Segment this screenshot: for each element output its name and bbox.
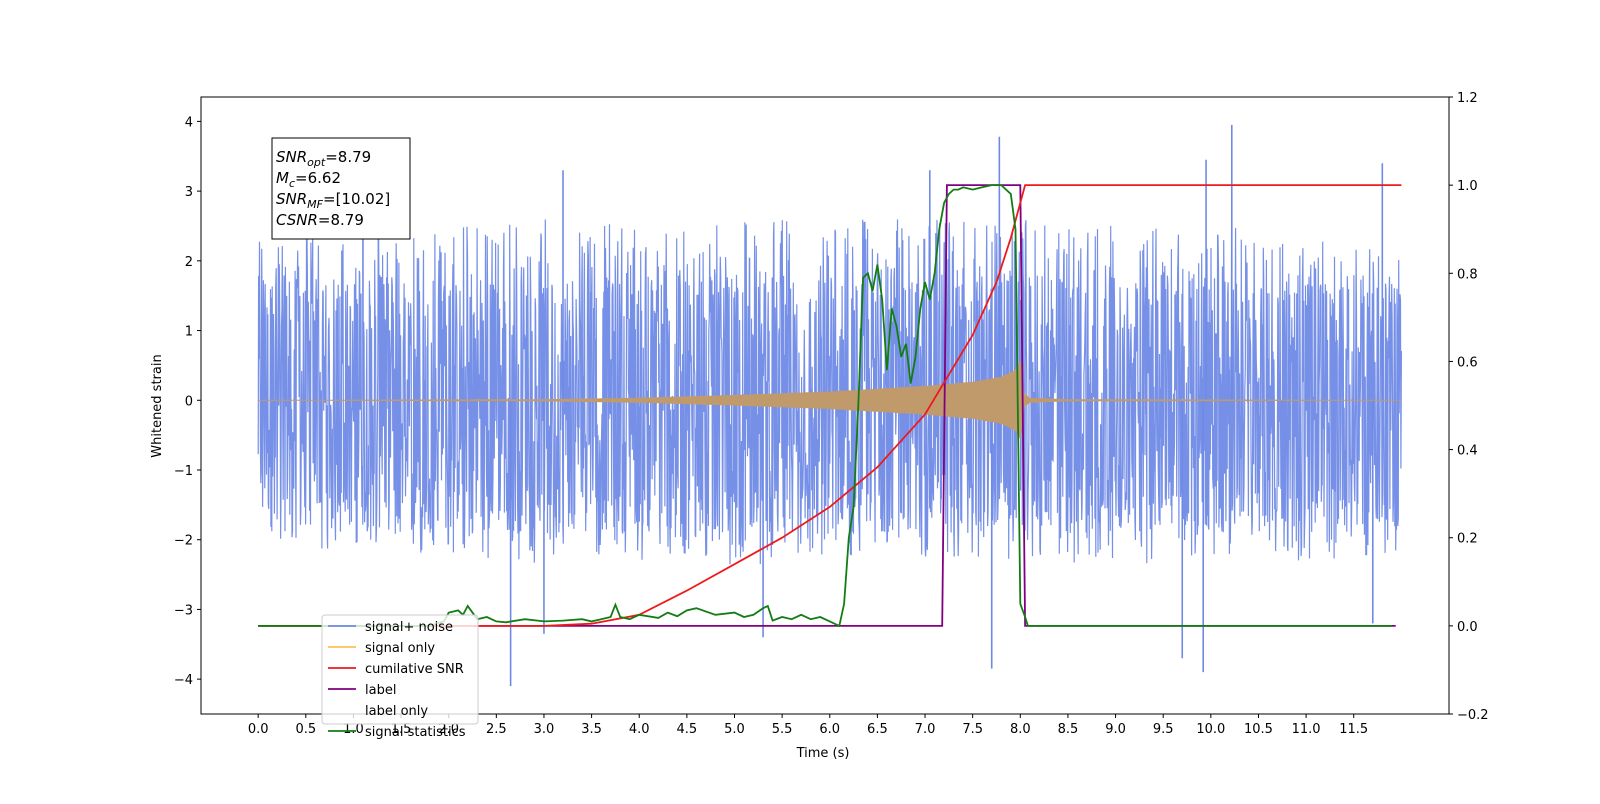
y-tick-label: −2 bbox=[174, 534, 193, 549]
legend-entry: cumilative SNR bbox=[328, 662, 464, 677]
legend-entry: label bbox=[328, 683, 396, 698]
y-axis-label: Whitened strain bbox=[150, 354, 165, 457]
legend: signal+ noise signal only cumilative SNR la… bbox=[321, 614, 479, 740]
y-tick-label: 4 bbox=[185, 115, 193, 130]
x-tick-label: 1.0 bbox=[343, 722, 364, 737]
x-tick-label: 11.0 bbox=[1292, 722, 1321, 737]
x-tick-label: 3.5 bbox=[581, 722, 602, 737]
x-tick-label: 8.5 bbox=[1058, 722, 1079, 737]
stat-line: SNRMF=[10.02] bbox=[276, 190, 390, 211]
x-tick-label: 0.5 bbox=[295, 722, 316, 737]
axes: 0.0 0.5 1.0 1.5 2.0 2.5 3.0 3.5 4.0 4.5 5.0 5.5 6.0 6… bbox=[174, 91, 1489, 737]
legend-label: label only bbox=[365, 704, 428, 719]
legend-label: signal+ noise bbox=[365, 620, 453, 635]
x-tick-label: 10.5 bbox=[1244, 722, 1273, 737]
y2-tick-label: 1.0 bbox=[1457, 179, 1478, 194]
x-tick-label: 3.0 bbox=[534, 722, 555, 737]
x-tick-label: 11.5 bbox=[1339, 722, 1368, 737]
x-tick-label: 7.0 bbox=[915, 722, 936, 737]
legend-entry: label only bbox=[365, 704, 428, 719]
x-tick-label: 0.0 bbox=[248, 722, 269, 737]
legend-label: signal only bbox=[365, 641, 435, 656]
y-tick-label: 0 bbox=[185, 394, 193, 409]
y2-tick-label: 0.0 bbox=[1457, 620, 1478, 635]
stat-line: CSNR=8.79 bbox=[276, 211, 364, 229]
y-tick-label: −4 bbox=[174, 673, 193, 688]
legend-entry: signal statistics bbox=[328, 725, 466, 740]
x-tick-label: 4.0 bbox=[629, 722, 650, 737]
plot-area bbox=[257, 124, 1402, 687]
y-tick-label: 3 bbox=[185, 185, 193, 200]
x-tick-label: 9.0 bbox=[1105, 722, 1126, 737]
stat-line: SNRopt=8.79 bbox=[276, 148, 371, 169]
x-axis-label: Time (s) bbox=[796, 746, 850, 761]
x-tick-label: 2.5 bbox=[486, 722, 507, 737]
legend-entry: signal only bbox=[328, 641, 435, 656]
x-tick-label: 2.0 bbox=[438, 722, 459, 737]
x-tick-label: 9.5 bbox=[1153, 722, 1174, 737]
y-tick-label: −1 bbox=[174, 464, 193, 479]
y2-tick-label: 0.6 bbox=[1457, 355, 1478, 370]
y2-tick-label: −0.2 bbox=[1457, 708, 1489, 723]
legend-frame bbox=[321, 614, 479, 725]
stat-line: Mc=6.62 bbox=[276, 169, 341, 190]
x-tick-label: 4.5 bbox=[677, 722, 698, 737]
y-tick-label: 2 bbox=[185, 255, 193, 270]
y2-tick-label: 0.2 bbox=[1457, 532, 1478, 547]
x-tick-label: 7.5 bbox=[962, 722, 983, 737]
y-tick-label: 1 bbox=[185, 325, 193, 340]
y2-tick-label: 0.4 bbox=[1457, 444, 1478, 459]
y2-tick-label: 0.8 bbox=[1457, 267, 1478, 282]
y2-tick-label: 1.2 bbox=[1457, 91, 1478, 106]
x-tick-label: 6.5 bbox=[867, 722, 888, 737]
x-tick-label: 1.5 bbox=[391, 722, 412, 737]
x-tick-label: 5.0 bbox=[724, 722, 745, 737]
stats-box-frame bbox=[271, 137, 411, 240]
x-tick-label: 6.0 bbox=[819, 722, 840, 737]
x-tick-label: 10.0 bbox=[1196, 722, 1225, 737]
axes-frame bbox=[200, 96, 1450, 715]
series-signal-only bbox=[258, 360, 1402, 440]
y-tick-label: −3 bbox=[174, 603, 193, 618]
series-cumulative-snr bbox=[258, 184, 1402, 627]
legend-label: cumilative SNR bbox=[365, 662, 464, 677]
series-signal-statistics bbox=[258, 184, 1392, 628]
x-tick-label: 8.0 bbox=[1010, 722, 1031, 737]
x-tick-label: 5.5 bbox=[772, 722, 793, 737]
legend-label: signal statistics bbox=[365, 725, 466, 740]
legend-entry: signal+ noise bbox=[328, 620, 453, 635]
series-signal-noise bbox=[257, 219, 1402, 565]
legend-label: label bbox=[365, 683, 396, 698]
